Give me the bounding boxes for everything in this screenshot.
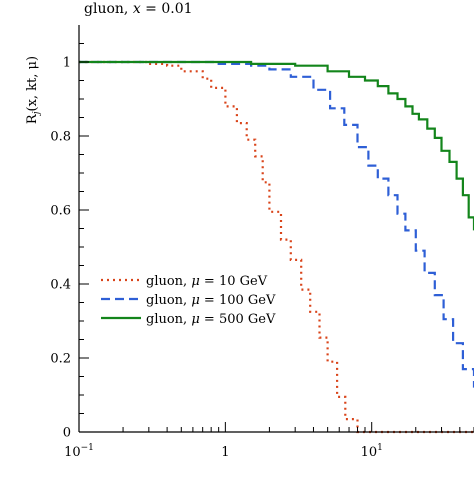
x-tick-label-1: 10−1 — [64, 443, 94, 460]
y-axis-label-text: Rj(x, kt, μ) — [25, 56, 42, 124]
x-tick-base: 1 — [221, 445, 229, 460]
legend-variable: μ — [191, 274, 199, 289]
legend-suffix: = 10 GeV — [200, 274, 268, 289]
chart-title: gluon, x = 0.01 — [84, 1, 193, 17]
legend-suffix: = 100 GeV — [200, 293, 276, 308]
title-variable: x — [133, 1, 141, 17]
series-line-2 — [79, 60, 474, 388]
ylabel-subscript: j — [32, 111, 42, 116]
legend-label-3: gluon, μ = 500 GeV — [146, 312, 276, 327]
series-line-1 — [79, 60, 474, 434]
legend-prefix: gluon, — [146, 274, 191, 289]
ylabel-rest: (x, kt, μ) — [25, 56, 40, 112]
legend-suffix: = 500 GeV — [200, 312, 276, 327]
title-prefix: gluon, — [84, 1, 133, 17]
legend-label-1: gluon, μ = 10 GeV — [146, 274, 268, 289]
y-tick-label-2: 0.2 — [50, 352, 71, 367]
legend-label-2: gluon, μ = 100 GeV — [146, 293, 276, 308]
y-axis-label: Rj(x, kt, μ) — [25, 56, 42, 124]
series-layer — [79, 60, 474, 434]
legend-variable: μ — [191, 312, 199, 327]
legend-variable: μ — [191, 293, 199, 308]
x-tick-base: 10 — [64, 445, 81, 460]
y-tick-label-1: 0 — [63, 426, 71, 441]
y-tick-label-4: 0.6 — [50, 204, 71, 219]
x-tick-label-2: 1 — [221, 445, 229, 460]
series-line-3 — [79, 60, 474, 231]
ylabel-base: R — [25, 113, 40, 124]
chart-title-text: gluon, x = 0.01 — [84, 1, 193, 17]
title-suffix: = 0.01 — [141, 1, 193, 17]
y-tick-label-5: 0.8 — [50, 130, 71, 145]
x-tick-exponent: −1 — [81, 443, 94, 453]
x-tick-base: 10 — [361, 445, 378, 460]
legend-prefix: gluon, — [146, 312, 191, 327]
x-tick-label-3: 101 — [361, 443, 383, 460]
y-tick-label-3: 0.4 — [50, 278, 71, 293]
x-tick-exponent: 1 — [377, 443, 383, 453]
plot-frame — [78, 25, 474, 433]
legend-prefix: gluon, — [146, 293, 191, 308]
y-tick-label-6: 1 — [63, 56, 71, 71]
